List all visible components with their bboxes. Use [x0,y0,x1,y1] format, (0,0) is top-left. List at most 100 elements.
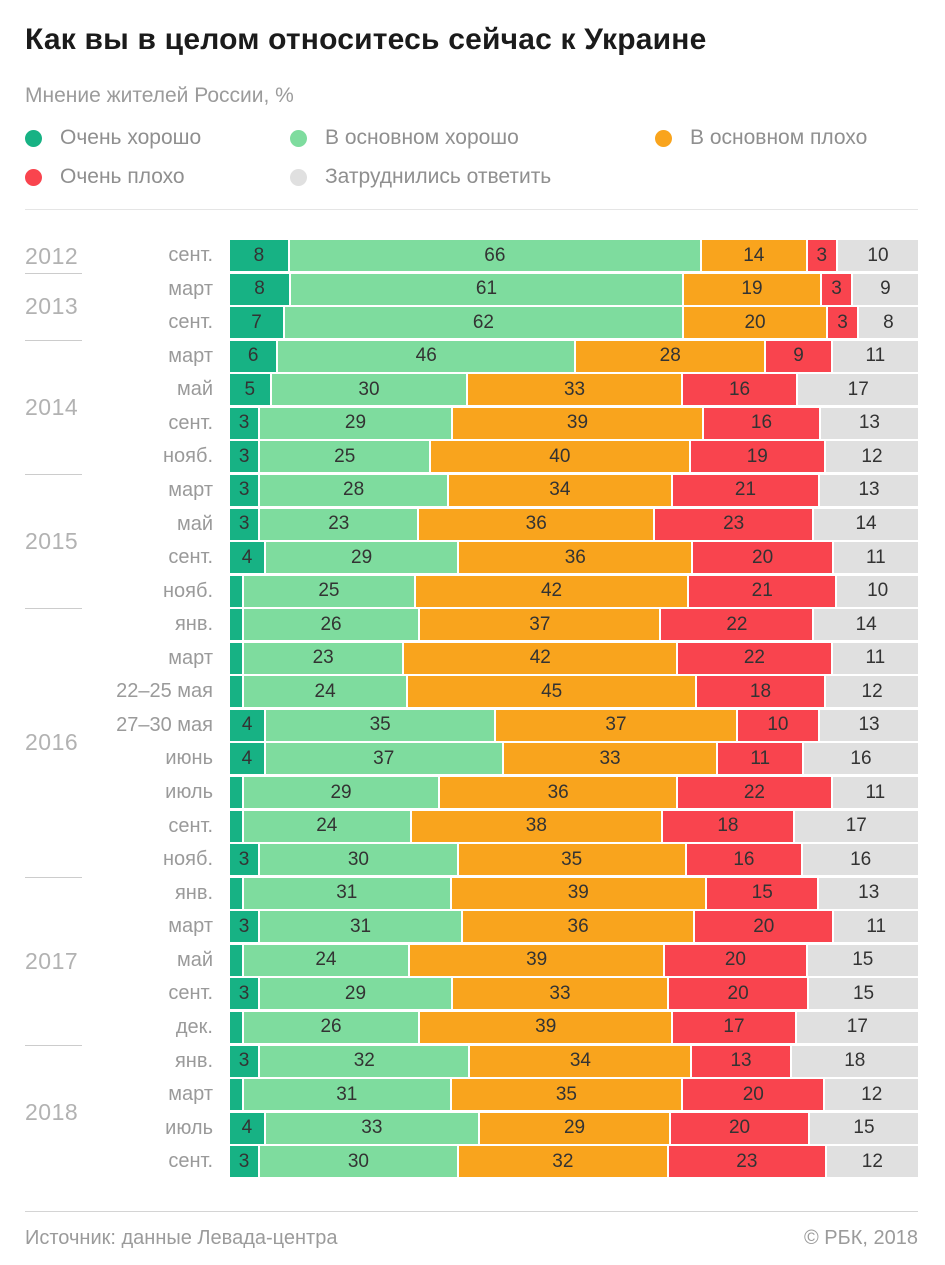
bar-segment: 13 [820,474,918,506]
legend: Очень хорошо В основном хорошо В основном … [25,126,918,188]
chart-row: март 6 46 28 9 11 [82,340,919,372]
chart-row: сент. 4 29 36 20 11 [82,542,918,574]
bar-segment: 18 [791,1045,919,1077]
bar-segment: 29 [260,978,451,1010]
bar-segment: 15 [810,1112,918,1144]
bar-segment-value: 22 [743,647,765,669]
bar-segment: 26 [243,1011,419,1043]
row-month-label: нояб. [162,579,213,602]
bar-segment: 3 [828,307,857,339]
row-month-label: сент. [168,411,213,434]
bar-segment-value: 10 [767,714,789,736]
bar-segment-value: 37 [529,613,551,635]
row-month-label: март [168,344,213,367]
bar-segment: 11 [832,777,918,808]
bar-segment-value: 16 [850,848,872,870]
bar-segment-value: 33 [549,982,571,1004]
bar-segment-value: 24 [314,680,336,702]
row-month-label: сент. [168,982,213,1005]
year-cell: 2013 [25,274,82,341]
bar-segment: 12 [825,1079,918,1111]
bar-segment-value: 21 [734,479,757,501]
bar-segment-value: 11 [865,345,886,367]
bar-segment: 14 [814,609,918,641]
bar-segment-value: 8 [883,311,894,333]
bar-stack: 5 30 33 16 17 [230,374,918,406]
bar-segment: 12 [826,1146,918,1178]
bar-segment-value: 13 [730,1050,752,1071]
bar-segment-value: 20 [727,982,749,1004]
bar-segment-value: 26 [320,613,342,635]
bar-segment-value: 30 [358,378,380,400]
bar-segment: 16 [803,743,918,775]
chart-row: март 31 35 20 12 [82,1079,918,1111]
bar-segment: 10 [837,575,918,607]
row-month-label: март [168,478,213,501]
bar-segment-value: 17 [846,1016,868,1038]
bar-segment-value: 22 [743,781,765,803]
bar-segment: 31 [243,1079,450,1111]
bar-segment: 10 [837,240,918,271]
legend-item: Очень хорошо [25,126,290,150]
bar-segment: 31 [243,877,450,909]
bar-segment: 32 [458,1146,668,1178]
bar-segment: 39 [451,877,705,909]
chart-row: нояб. 25 42 21 10 [82,575,918,607]
bar-segment-value: 25 [318,580,340,602]
bar-segment: 20 [671,1112,808,1144]
bar-segment-value: 17 [723,1016,745,1038]
chart-row: 22–25 мая 24 45 18 12 [82,676,919,708]
bar-stack: 23 42 22 11 [230,642,919,674]
bar-segment-value: 15 [852,949,874,971]
bar-segment: 11 [834,911,918,943]
bar-segment: 16 [704,407,819,439]
bar-segment-value: 61 [475,278,498,300]
row-month-label: март [168,915,213,938]
bar-segment: 20 [669,978,808,1010]
bar-segment: 21 [672,474,819,506]
bar-segment-value: 4 [241,1117,253,1139]
row-month-label: сент. [168,814,213,837]
chart-row: нояб. 3 25 40 19 12 [82,441,918,473]
bar-stack: 3 28 34 21 13 [230,474,918,506]
bar-segment: 28 [260,474,447,506]
bar-segment: 36 [419,508,654,540]
bar-segment: 20 [683,307,827,339]
bar-segment: 9 [852,273,918,305]
bar-stack: 24 38 18 17 [230,810,918,842]
bar-segment-value: 37 [605,714,627,736]
bar-segment-value: 39 [526,949,548,971]
row-month-label: янв. [174,881,213,904]
bar-segment-value: 40 [549,445,571,467]
bar-stack: 29 36 22 11 [230,777,918,808]
bar-segment: 3 [230,474,259,506]
bar-segment: 24 [244,810,410,842]
bar-segment: 20 [683,1079,824,1111]
bar-segment: 3 [230,1146,259,1178]
legend-dot-icon [25,129,42,147]
bar-segment-value: 16 [728,378,751,400]
year-group: 2018 янв. 3 32 34 13 18 март 31 35 20 12 июль 4 33 29 20… [25,1045,919,1180]
year-group: 2012 сент. 8 66 14 3 10 [25,240,918,274]
bar-segment: 20 [665,944,806,976]
bar-segment: 39 [409,944,664,976]
bar-segment: 3 [230,1045,259,1077]
bar-segment: 15 [706,877,818,909]
bar-segment-value: 3 [238,915,250,937]
bar-segment-value: 38 [525,815,547,837]
bar-segment [230,609,242,641]
legend-row-1: Очень хорошо В основном хорошо В основном … [25,126,918,150]
bar-segment-value: 19 [746,445,768,467]
bar-segment: 13 [819,877,918,909]
year-group: 2017 янв. 31 39 15 13 март 3 31 36 20 11 май 24 39 20 15… [25,877,918,1046]
bar-segment: 3 [230,441,259,473]
bar-segment-value: 8 [253,244,265,266]
bar-segment-value: 34 [549,479,571,501]
legend-dot-icon [655,129,672,147]
row-month-label: март [168,646,213,669]
chart-row: сент. 7 62 20 3 8 [82,307,918,339]
bar-segment: 22 [678,777,831,808]
row-month-label: 22–25 мая [116,680,213,703]
copyright-note: © РБК, 2018 [803,1226,918,1249]
bar-segment: 38 [411,810,662,842]
